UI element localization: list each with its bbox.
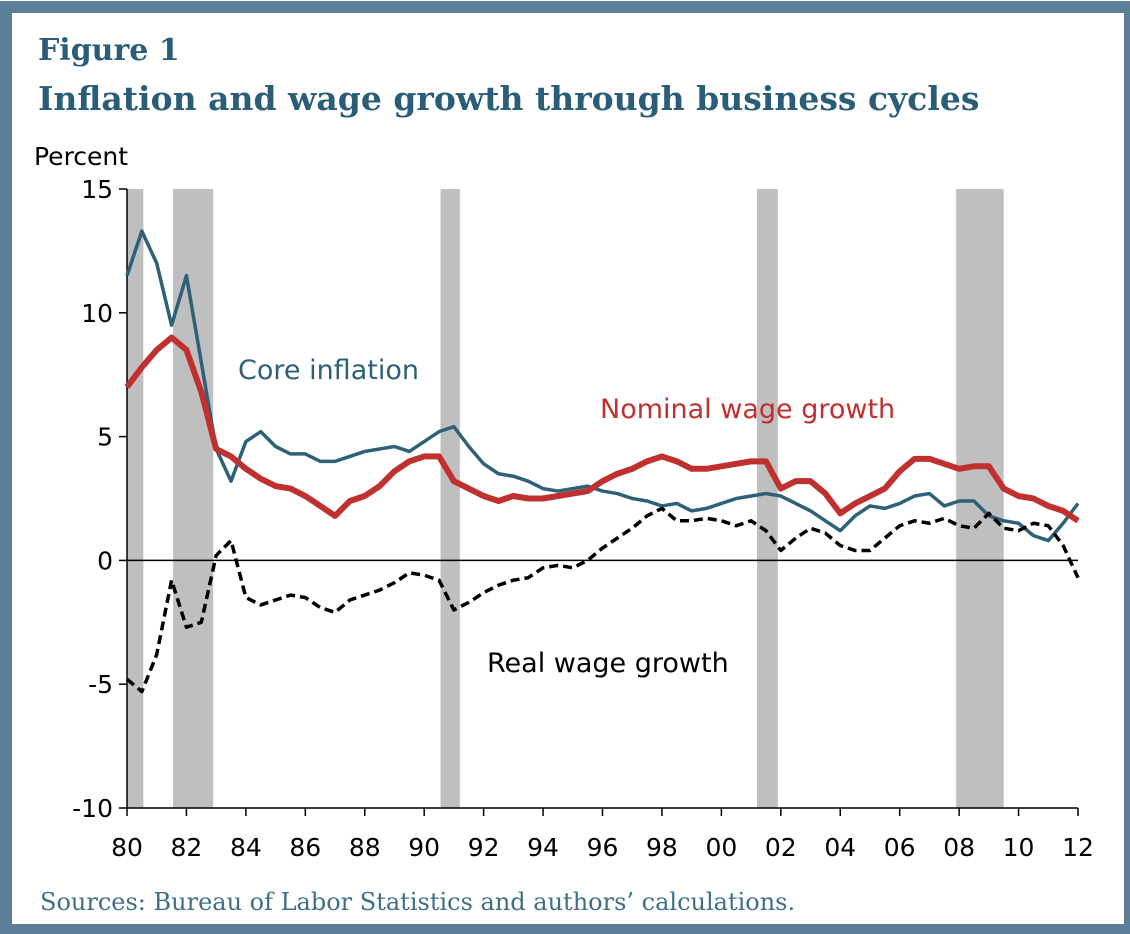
x-tick-label: 96 bbox=[587, 833, 619, 862]
x-tick-label: 00 bbox=[705, 833, 737, 862]
y-tick-label: 0 bbox=[97, 546, 113, 575]
recession-band bbox=[956, 189, 1004, 808]
recession-band bbox=[127, 189, 144, 808]
x-tick-label: 06 bbox=[884, 833, 916, 862]
series-line bbox=[125, 506, 1080, 694]
x-tick-label: 88 bbox=[349, 833, 381, 862]
figure-label: Figure 1 bbox=[38, 33, 180, 68]
series-line bbox=[125, 229, 1080, 543]
x-tick-label: 94 bbox=[527, 833, 559, 862]
x-tick-label: 02 bbox=[765, 833, 797, 862]
series-label: Real wage growth bbox=[487, 648, 729, 679]
x-tick-label: 84 bbox=[230, 833, 262, 862]
recession-band bbox=[440, 189, 460, 808]
x-tick-label: 80 bbox=[111, 833, 143, 862]
source-note: Sources: Bureau of Labor Statistics and … bbox=[40, 888, 795, 916]
x-tick-label: 90 bbox=[408, 833, 440, 862]
chart-title: Inflation and wage growth through busine… bbox=[38, 79, 979, 118]
x-tick-label: 98 bbox=[646, 833, 678, 862]
series-label: Nominal wage growth bbox=[600, 394, 895, 425]
series-label: Core inflation bbox=[238, 355, 419, 386]
y-tick-label: 10 bbox=[81, 299, 113, 328]
x-tick-label: 10 bbox=[1003, 833, 1035, 862]
x-tick-label: 82 bbox=[171, 833, 203, 862]
series-line bbox=[124, 334, 1080, 524]
y-axis-label: Percent bbox=[34, 142, 128, 171]
y-tick-label: -10 bbox=[72, 794, 113, 823]
x-tick-label: 04 bbox=[824, 833, 856, 862]
x-tick-label: 08 bbox=[943, 833, 975, 862]
recession-band bbox=[173, 189, 214, 808]
x-tick-label: 92 bbox=[468, 833, 500, 862]
y-tick-label: 15 bbox=[81, 175, 113, 204]
x-tick-label: 86 bbox=[289, 833, 321, 862]
x-tick-label: 12 bbox=[1062, 833, 1094, 862]
recession-band bbox=[757, 189, 778, 808]
y-tick-label: -5 bbox=[88, 670, 113, 699]
y-tick-label: 5 bbox=[97, 423, 113, 452]
